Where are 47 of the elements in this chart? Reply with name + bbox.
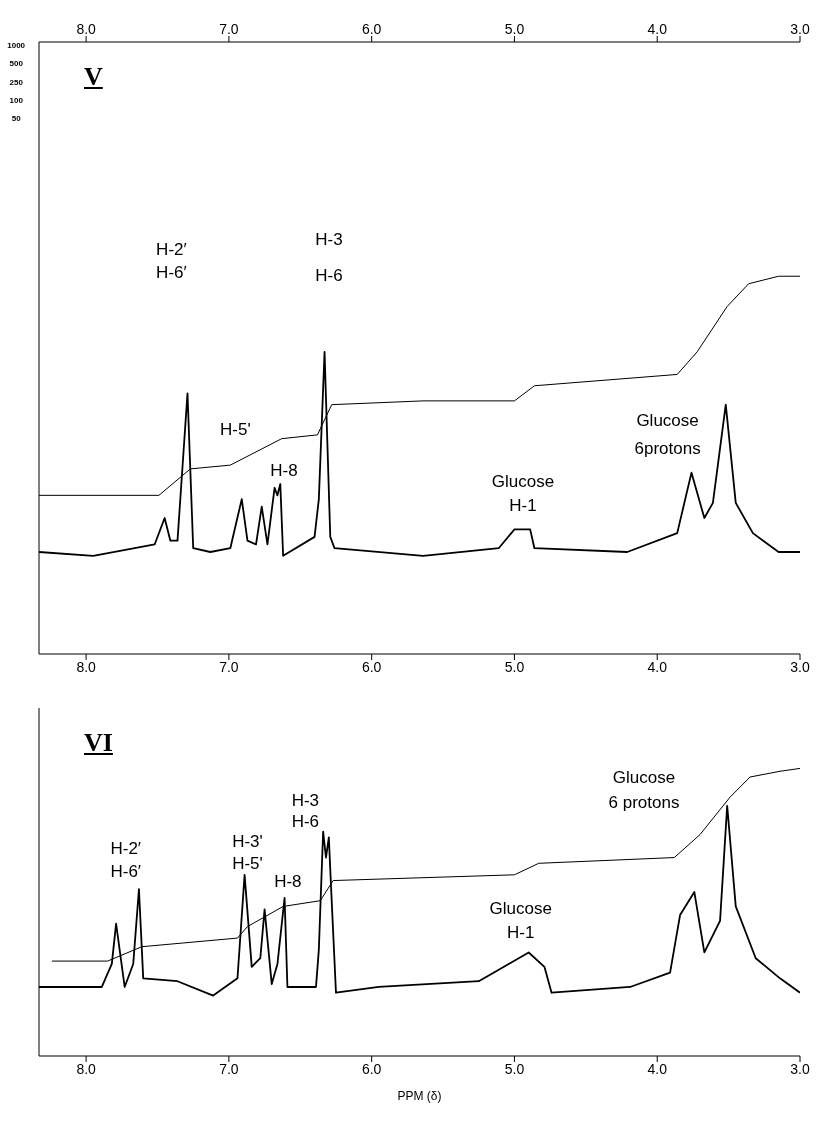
annotation: H-6′ [156,262,187,282]
text: H-2′ [156,239,187,259]
annotation: Glucose [612,767,676,787]
x-tick-label: 5.0 [504,21,525,37]
annotation: H-6 [291,811,320,831]
x2-tick-label: 3.0 [790,658,810,675]
x2-tick-label: 4.0 [647,658,668,675]
x-tick-label: 8.0 [76,1060,97,1077]
text: H-3 [315,229,343,249]
text: 500 [9,59,23,69]
x-tick-label: 8.0 [76,21,97,37]
x-tick-label: 4.0 [647,21,668,37]
annotation: H-6′ [110,861,142,881]
x-tick-label: 7.0 [219,21,239,37]
annotation: Glucose [491,471,555,491]
annotation: H-5' [220,419,251,439]
annotation: H-6 [315,265,343,285]
x2-tick-label: 7.0 [219,658,239,675]
chart-title: V [84,62,103,92]
annotation: 6 protons [608,792,680,812]
annotation: H-5' [232,853,263,872]
text: 250 [9,77,23,87]
x2-tick-label: 8.0 [76,658,97,675]
x-tick-label: 3.0 [790,1060,810,1077]
annotation: H-3' [232,831,263,851]
text: 100 [9,96,23,106]
annotation: H-8 [274,871,302,891]
text: 1000 [7,41,26,50]
x-tick-label: 5.0 [504,1060,525,1077]
x-tick-label: 3.0 [790,21,810,37]
x2-tick-label: 6.0 [361,658,382,675]
x-tick-label: 4.0 [647,1060,668,1077]
annotation: H-1 [507,922,535,942]
annotation: Glucose [489,898,552,918]
annotation: 6protons [634,438,701,458]
annotation: Glucose [636,410,699,430]
chart-title: VI [84,728,113,758]
annotation: H-1 [509,495,537,515]
annotation: H-2′ [110,838,142,858]
text: 50 [11,114,21,124]
x-tick-label: 6.0 [361,21,382,37]
annotation: H-8 [270,460,298,480]
x-tick-label: 6.0 [361,1060,382,1077]
x2-tick-label: 5.0 [504,658,525,675]
annotation: H-3 [291,790,320,810]
x-tick-label: 7.0 [219,1060,239,1077]
x-axis-title: PPM (δ) [397,1089,442,1103]
